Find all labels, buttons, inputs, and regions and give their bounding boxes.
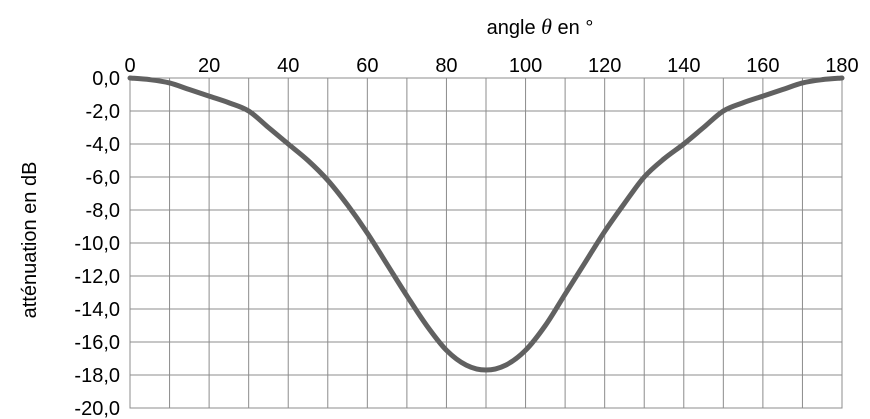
x-tick-label: 80 (435, 55, 457, 77)
y-tick-label: -20,0 (74, 398, 120, 419)
y-tick-label: -12,0 (74, 266, 120, 288)
plot-frame (129, 77, 843, 409)
x-tick-label: 100 (509, 55, 542, 77)
x-tick-label: 160 (746, 55, 779, 77)
x-axis-title: angle θ en ° (487, 14, 594, 39)
y-tick-label: -18,0 (74, 365, 120, 387)
y-tick-label: -8,0 (86, 200, 120, 222)
x-tick-label: 60 (356, 55, 378, 77)
x-axis-title-prefix: angle (487, 17, 542, 39)
y-tick-label: -6,0 (86, 167, 120, 189)
x-tick-label: 180 (825, 55, 858, 77)
x-tick-labels: 0 20 40 60 80 100 120 140 160 180 (124, 55, 858, 77)
x-axis-title-symbol: θ (541, 14, 552, 39)
x-axis-title-suffix: en ° (552, 17, 593, 39)
y-tick-label: 0,0 (92, 68, 120, 90)
y-tick-labels: 0,0 -2,0 -4,0 -6,0 -8,0 -10,0 -12,0 -14,0 -16,0 -… (74, 68, 120, 419)
y-tick-label: -4,0 (86, 134, 120, 156)
y-tick-label: -10,0 (74, 233, 120, 255)
y-tick-label: -14,0 (74, 299, 120, 321)
grid (130, 78, 842, 408)
y-axis-title: atténuation en dB (19, 162, 41, 319)
x-tick-label: 120 (588, 55, 621, 77)
x-tick-label: 40 (277, 55, 299, 77)
x-tick-label: 20 (198, 55, 220, 77)
y-tick-label: -2,0 (86, 101, 120, 123)
y-tick-label: -16,0 (74, 332, 120, 354)
series-line (127, 75, 845, 373)
x-tick-label: 0 (124, 55, 135, 77)
x-tick-label: 140 (667, 55, 700, 77)
